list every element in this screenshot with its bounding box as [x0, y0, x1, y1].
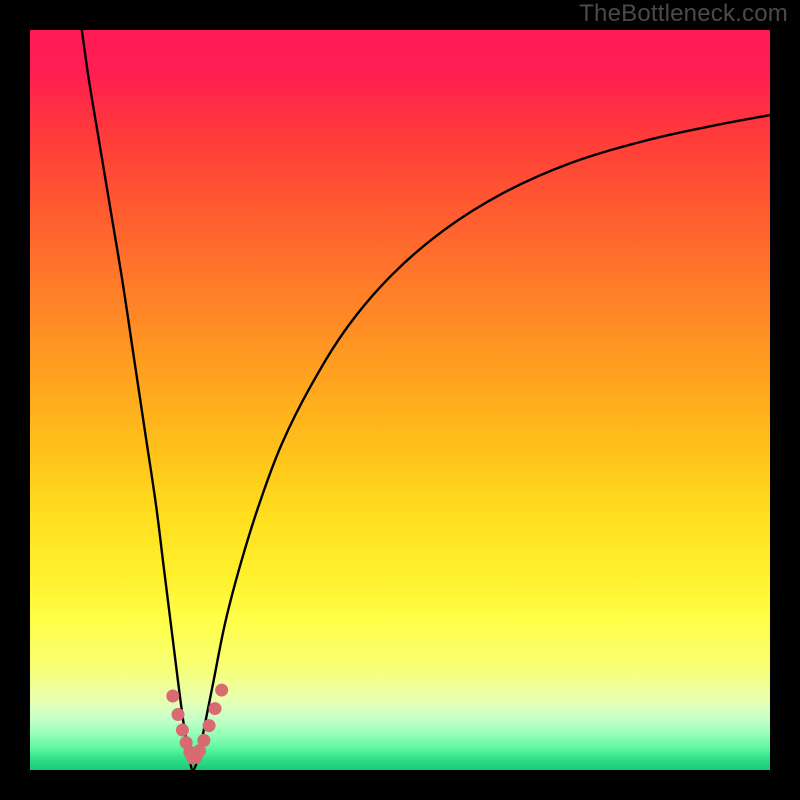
- watermark-text: TheBottleneck.com: [579, 0, 788, 28]
- fit-marker: [215, 684, 228, 697]
- plot-svg: [30, 30, 770, 770]
- chart-canvas: TheBottleneck.com: [0, 0, 800, 800]
- fit-marker: [197, 734, 210, 747]
- fit-marker: [176, 724, 189, 737]
- fit-marker: [166, 690, 179, 703]
- plot-area: [30, 30, 770, 770]
- fit-marker: [172, 708, 185, 721]
- fit-marker: [203, 719, 216, 732]
- fit-marker: [209, 702, 222, 715]
